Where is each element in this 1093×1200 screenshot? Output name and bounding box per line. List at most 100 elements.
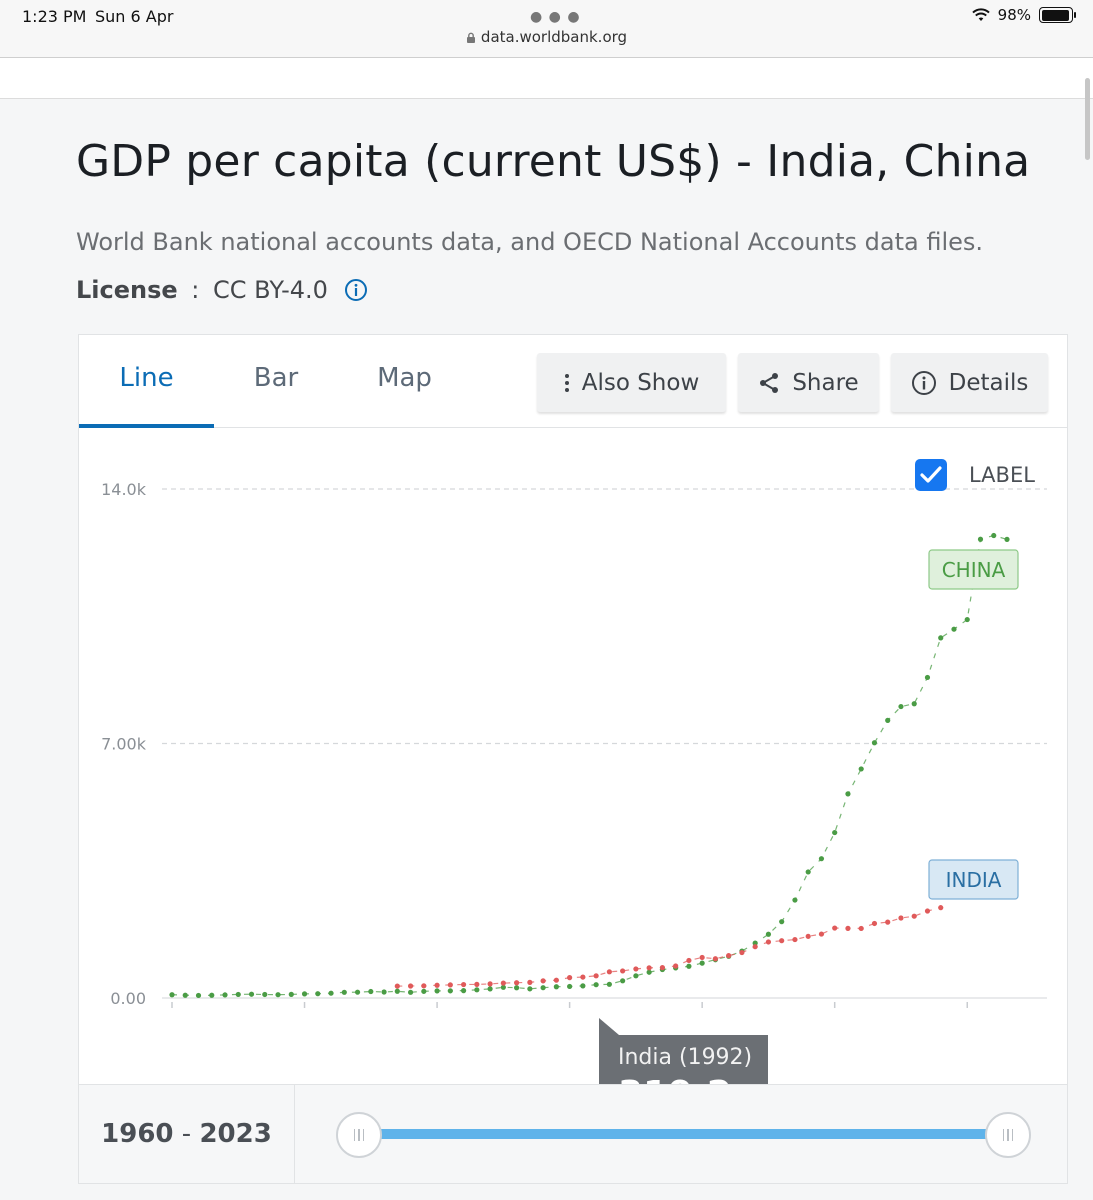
license-label: License <box>76 276 178 304</box>
data-point-india <box>500 980 506 986</box>
slider-handle-end[interactable] <box>985 1112 1031 1158</box>
data-point-china <box>964 616 970 623</box>
tab-bar: Line Bar Map Also Show Share Details <box>79 335 1067 428</box>
data-point-china <box>301 991 308 997</box>
data-point-india <box>911 913 917 919</box>
data-point-china <box>354 989 361 995</box>
battery-percent: 98% <box>997 6 1031 24</box>
data-point-china <box>951 626 957 632</box>
data-point-india <box>447 982 453 988</box>
data-point-china <box>686 963 692 969</box>
url-bar[interactable]: data.worldbank.org <box>0 28 1093 46</box>
data-point-china <box>460 988 467 994</box>
status-bar: 1:23 PM Sun 6 Apr ● ● ● data.worldbank.o… <box>0 0 1093 58</box>
data-point-china <box>924 674 931 681</box>
data-point-india <box>792 936 798 943</box>
data-point-china <box>779 919 785 925</box>
data-point-china <box>262 991 268 998</box>
data-point-india <box>620 968 626 974</box>
data-point-india <box>514 980 520 986</box>
info-icon <box>911 370 936 395</box>
y-tick-label: 0.00 <box>110 989 146 1008</box>
tab-line[interactable]: Line <box>79 335 214 428</box>
data-point-india <box>567 975 573 981</box>
data-point-china <box>487 986 493 992</box>
data-point-china <box>315 991 321 997</box>
data-point-india <box>434 982 440 988</box>
data-point-india <box>421 983 427 989</box>
checkmark-icon <box>920 466 942 483</box>
data-point-india <box>924 908 931 914</box>
status-indicators: 98% <box>971 6 1076 24</box>
data-point-china <box>434 988 440 994</box>
series-label-india: INDIA <box>946 868 1002 892</box>
data-point-china <box>818 856 825 862</box>
share-label: Share <box>792 369 859 396</box>
share-icon <box>760 372 779 393</box>
multitasking-dots-icon[interactable]: ● ● ● <box>530 9 581 25</box>
label-toggle-text: LABEL <box>969 463 1035 487</box>
data-point-india <box>474 981 480 987</box>
label-toggle[interactable]: LABEL <box>915 459 1035 491</box>
data-point-china <box>792 897 798 903</box>
data-point-china <box>182 992 188 998</box>
data-point-india <box>938 905 944 911</box>
tab-bar-chart[interactable]: Bar <box>253 363 299 393</box>
data-point-china <box>765 931 772 937</box>
more-vertical-icon <box>564 373 569 392</box>
scrollbar[interactable] <box>1085 78 1090 160</box>
data-point-china <box>447 988 453 994</box>
data-point-india <box>460 981 467 988</box>
slider-handle-start[interactable] <box>336 1112 382 1158</box>
details-label: Details <box>948 369 1029 396</box>
page-header-strip <box>0 58 1093 99</box>
data-point-china <box>885 717 891 723</box>
url-text: data.worldbank.org <box>480 28 628 46</box>
data-point-india <box>858 925 864 932</box>
series-line-china <box>171 534 1008 997</box>
data-point-china <box>606 981 612 987</box>
data-point-india <box>726 953 732 959</box>
series-label-china: CHINA <box>942 558 1006 582</box>
data-point-china <box>248 991 255 997</box>
data-point-india <box>407 983 414 989</box>
data-point-india <box>765 939 772 945</box>
data-point-china <box>911 701 917 707</box>
details-button[interactable]: Details <box>891 353 1048 412</box>
data-point-china <box>222 992 228 998</box>
y-tick-label: 14.0k <box>101 480 147 499</box>
data-point-india <box>779 938 785 944</box>
label-checkbox[interactable] <box>915 459 947 491</box>
data-point-china <box>328 990 334 996</box>
data-point-india <box>739 949 745 956</box>
data-point-china <box>209 992 215 998</box>
data-point-india <box>898 915 904 921</box>
wifi-icon <box>971 8 990 21</box>
data-point-china <box>195 992 202 999</box>
data-point-china <box>474 987 480 993</box>
line-chart[interactable]: 14.0k 7.00k 0.00 CHINA INDIA <box>79 429 1067 1084</box>
data-point-india <box>805 933 811 939</box>
also-show-button[interactable]: Also Show <box>537 353 726 412</box>
license-info-icon[interactable] <box>344 278 368 302</box>
data-point-india <box>593 973 599 979</box>
tab-map[interactable]: Map <box>377 363 432 393</box>
data-point-india <box>540 978 546 984</box>
data-point-china <box>832 829 838 836</box>
data-point-india <box>553 977 559 983</box>
data-point-india <box>606 969 612 975</box>
series-label-box-china <box>928 549 1019 590</box>
data-point-india <box>580 974 586 980</box>
data-point-china <box>1004 536 1010 542</box>
year-range-bar: 1960 - 2023 <box>79 1084 1067 1184</box>
series-line-india <box>397 907 941 987</box>
data-point-china <box>500 984 506 990</box>
share-button[interactable]: Share <box>738 353 879 412</box>
data-point-india <box>527 979 533 985</box>
data-point-india <box>752 944 758 950</box>
data-point-china <box>407 989 414 995</box>
year-range-slider[interactable] <box>359 1129 1009 1139</box>
range-start-year: 1960 <box>101 1119 174 1149</box>
license-line: License : CC BY-4.0 <box>76 276 368 304</box>
range-separator: - <box>173 1119 200 1149</box>
